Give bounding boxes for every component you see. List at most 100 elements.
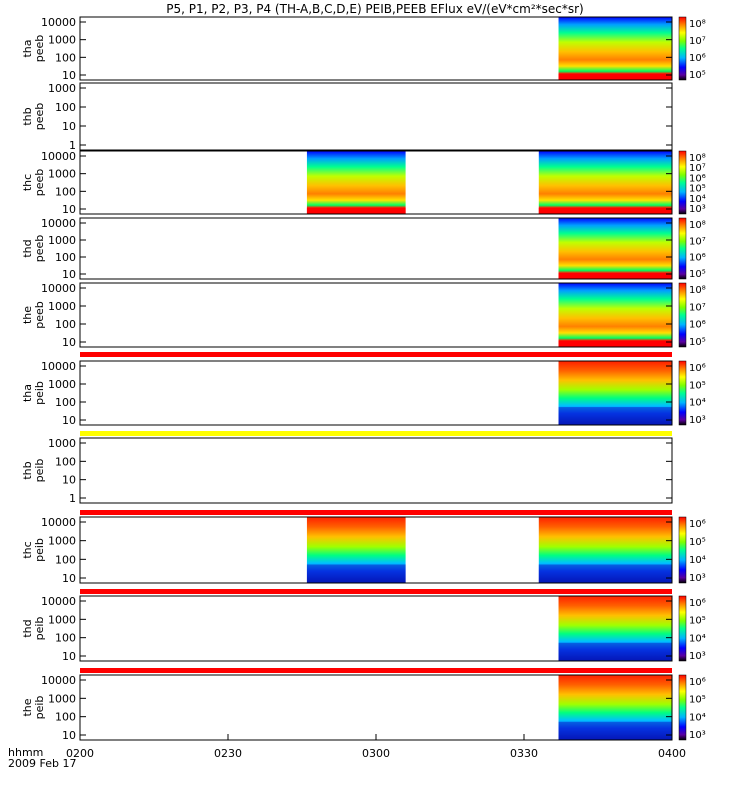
colorbar <box>678 595 687 662</box>
y-tick-label: 10 <box>62 120 76 133</box>
colorbar-label: 10⁵ <box>689 537 706 548</box>
panel-label-line: peeb <box>33 103 46 131</box>
y-tick-label: 10000 <box>41 217 76 230</box>
panel-frame <box>79 595 673 662</box>
spectrogram-block <box>306 151 406 214</box>
panel-frame <box>79 16 673 81</box>
panel-frame <box>79 217 673 280</box>
colorbar <box>678 217 687 280</box>
y-tick-label: 10 <box>62 203 76 216</box>
panel-label-line: peib <box>33 617 46 641</box>
panel-tha-peeb: 10000 1000 100 10 thapeeb 10⁸ 10⁷ 10⁶ 10⁵ <box>21 16 706 82</box>
panel-frame <box>79 437 673 504</box>
spectrogram-block <box>538 151 672 214</box>
noise-band <box>306 564 406 583</box>
colorbar-label: 10⁷ <box>689 36 706 47</box>
y-tick-label: 1000 <box>48 692 76 705</box>
x-axis-label: hhmm <box>8 746 43 759</box>
colorbar <box>678 674 687 741</box>
colorbar-label: 10⁵ <box>689 695 706 706</box>
low-energy-band <box>558 73 672 80</box>
x-tick-label: 0200 <box>66 747 94 760</box>
colorbar-label: 10³ <box>689 204 706 215</box>
x-axis-date: 2009 Feb 17 <box>8 757 76 770</box>
panel-frame <box>79 360 673 426</box>
panel-label: thcpeeb <box>21 169 46 197</box>
colorbar-label: 10⁴ <box>689 555 706 566</box>
colorbar-label: 10³ <box>689 730 706 741</box>
y-tick-label: 10 <box>62 474 76 487</box>
noise-band <box>558 642 672 661</box>
panel-label: thcpeib <box>21 538 46 562</box>
colorbar-label: 10⁷ <box>689 302 706 313</box>
colorbar <box>678 360 687 426</box>
y-tick-label: 100 <box>55 632 76 645</box>
panel-frame <box>79 282 673 348</box>
panel-the-peeb: 10000 1000 100 10 thepeeb 10⁸ 10⁷ 10⁶ 10⁵ <box>21 282 706 349</box>
y-tick-label: 1000 <box>48 437 76 450</box>
x-tick-label: 0230 <box>214 747 242 760</box>
colorbar-label: 10⁵ <box>689 269 706 280</box>
panel-frame <box>79 516 673 584</box>
separator-bar <box>80 668 672 673</box>
colorbar-label: 10⁵ <box>689 337 706 348</box>
panel-label-line: peeb <box>33 235 46 263</box>
separator-bar <box>80 510 672 515</box>
panel-frame <box>79 82 673 151</box>
colorbar-label: 10⁴ <box>689 633 706 644</box>
panel-label-line: thb <box>21 107 34 125</box>
noise-band <box>558 407 672 425</box>
colorbar-label: 10⁶ <box>689 519 706 530</box>
y-tick-label: 1000 <box>48 234 76 247</box>
x-tick-label: 0300 <box>362 747 390 760</box>
panel-label-line: the <box>21 306 34 324</box>
colorbar-label: 10⁸ <box>689 19 706 30</box>
y-tick-label: 10 <box>62 69 76 82</box>
panel-tha-peib: 10000 1000 100 10 thapeib 10⁶ 10⁵ 10⁴ 10³ <box>21 360 706 427</box>
panel-label-line: peeb <box>33 301 46 329</box>
y-tick-label: 10 <box>62 336 76 349</box>
colorbar-label: 10⁶ <box>689 253 706 264</box>
noise-band <box>538 564 672 583</box>
y-tick-label: 100 <box>55 51 76 64</box>
panel-label-line: peib <box>33 696 46 720</box>
y-tick-label: 10 <box>62 572 76 585</box>
panel-label: thdpeib <box>21 617 46 641</box>
y-tick-label: 1000 <box>48 300 76 313</box>
y-tick-label: 1 <box>69 139 76 152</box>
colorbar-label: 10⁶ <box>689 173 706 184</box>
colorbar-label: 10⁵ <box>689 70 706 81</box>
low-energy-band <box>306 207 406 214</box>
panel-label: thbpeib <box>21 459 46 483</box>
colorbar-label: 10³ <box>689 651 706 662</box>
panel-label-line: tha <box>21 384 34 402</box>
low-energy-band <box>538 207 672 214</box>
y-tick-label: 1000 <box>48 82 76 95</box>
colorbar-label: 10⁷ <box>689 163 706 174</box>
panel-label-line: thc <box>21 541 34 558</box>
y-tick-label: 1000 <box>48 613 76 626</box>
y-tick-label: 100 <box>55 553 76 566</box>
colorbar-label: 10⁸ <box>689 285 706 296</box>
y-tick-label: 10 <box>62 650 76 663</box>
panel-label-line: the <box>21 698 34 716</box>
colorbar-label: 10⁵ <box>689 616 706 627</box>
panel-label-line: thb <box>21 461 34 479</box>
colorbar-label: 10⁸ <box>689 153 706 164</box>
y-tick-label: 100 <box>55 251 76 264</box>
panel-thb-peeb: 1000 100 10 1 thbpeeb <box>21 82 673 152</box>
y-tick-label: 1000 <box>48 168 76 181</box>
y-tick-label: 10000 <box>41 516 76 529</box>
colorbar-label: 10⁴ <box>689 712 706 723</box>
y-tick-label: 10 <box>62 268 76 281</box>
colorbar-label: 10⁸ <box>689 220 706 231</box>
panel-frame <box>79 150 673 215</box>
panel-label: thbpeeb <box>21 103 46 131</box>
separator-bar <box>80 431 672 436</box>
y-tick-label: 100 <box>55 711 76 724</box>
low-energy-band <box>558 272 672 279</box>
y-tick-label: 10 <box>62 414 76 427</box>
separator-bar <box>80 589 672 594</box>
